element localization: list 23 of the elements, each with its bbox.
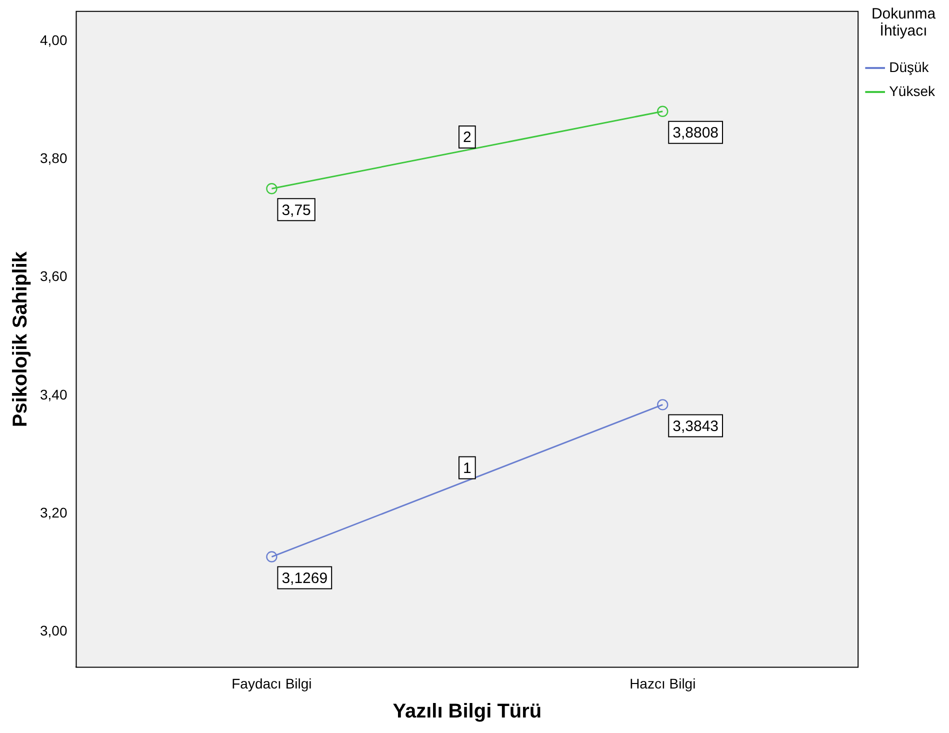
data-label: 3,1269 <box>282 570 328 587</box>
point <box>266 183 278 194</box>
x-tick-label: Hazcı Bilgi <box>630 675 696 692</box>
x-tick-label: Faydacı Bilgi <box>232 675 312 692</box>
y-tick-label: 3,20 <box>40 504 68 520</box>
y-tick-label: 3,40 <box>40 386 68 402</box>
data-label: 3,75 <box>282 202 311 219</box>
x-axis-title: Yazılı Bilgi Türü <box>392 700 542 723</box>
y-tick-label: 3,80 <box>40 150 68 166</box>
point <box>657 106 668 117</box>
y-tick-label: 3,60 <box>40 268 68 284</box>
y-axis-title: Psikolojik Sahiplik <box>10 250 32 428</box>
legend-label: Düşük <box>889 58 930 75</box>
point <box>266 551 278 562</box>
data-label: 3,8808 <box>672 124 719 142</box>
legend-title: Dokunma İhtiyacı <box>871 6 936 40</box>
legend-label: Yüksek <box>889 82 936 99</box>
point <box>657 399 668 410</box>
annotation: 2 <box>463 129 472 146</box>
data-label: 3,3843 <box>672 418 719 435</box>
y-tick-label: 4,00 <box>40 32 68 48</box>
y-tick-label: 3,00 <box>40 622 68 639</box>
annotation: 1 <box>463 460 472 477</box>
